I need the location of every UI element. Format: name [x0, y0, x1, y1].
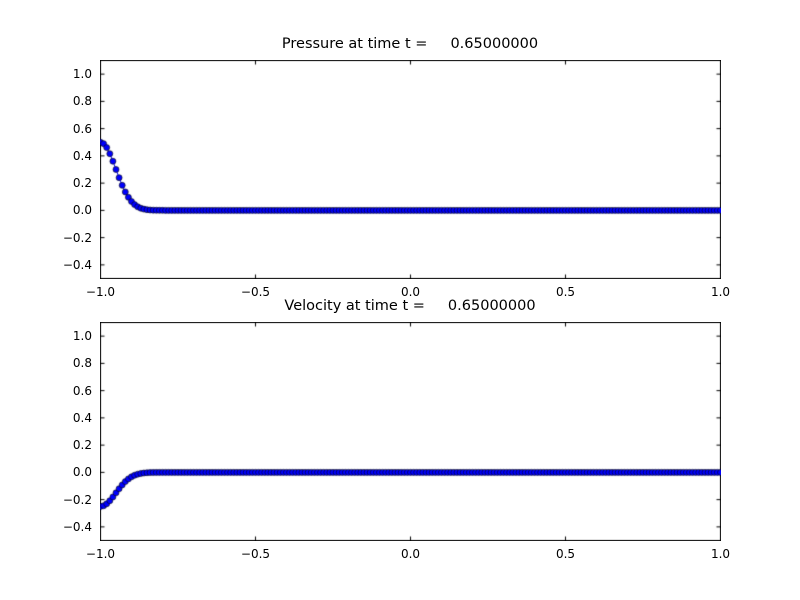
- y-tick-label: 0.4: [72, 148, 92, 163]
- x-tick-label: 1.0: [710, 285, 731, 299]
- y-tick-label: 0.6: [72, 383, 92, 398]
- y-tick-label: 0.8: [72, 356, 92, 371]
- x-tick-label: 1.0: [710, 547, 731, 561]
- y-tick-label: 0.4: [72, 410, 92, 425]
- y-tick-label: 0.2: [72, 438, 92, 453]
- x-tick-label: −0.5: [240, 547, 271, 561]
- x-tick-label: 0.5: [555, 285, 576, 299]
- y-tick-label: 0.2: [72, 176, 92, 191]
- velocity-plot-canvas: [100, 322, 721, 541]
- velocity-title: Velocity at time t = 0.65000000: [284, 298, 536, 314]
- y-tick-label: −0.4: [62, 257, 92, 272]
- y-tick-label: 0.0: [72, 465, 92, 480]
- x-tick-label: 0.5: [555, 547, 576, 561]
- y-tick-label: 1.0: [72, 329, 92, 344]
- x-tick-label: −1.0: [85, 547, 116, 561]
- y-tick-label: 1.0: [72, 67, 92, 82]
- x-tick-label: −0.5: [240, 285, 271, 299]
- y-tick-label: −0.2: [62, 492, 92, 507]
- y-tick-label: −0.4: [62, 519, 92, 534]
- y-tick-label: 0.0: [72, 203, 92, 218]
- pressure-plot-canvas: [100, 60, 721, 279]
- x-tick-label: 0.0: [400, 547, 421, 561]
- y-tick-label: 0.8: [72, 94, 92, 109]
- x-tick-label: 0.0: [400, 285, 421, 299]
- x-tick-label: −1.0: [85, 285, 116, 299]
- y-tick-label: −0.2: [62, 230, 92, 245]
- y-tick-label: 0.6: [72, 121, 92, 136]
- pressure-title: Pressure at time t = 0.65000000: [281, 36, 539, 52]
